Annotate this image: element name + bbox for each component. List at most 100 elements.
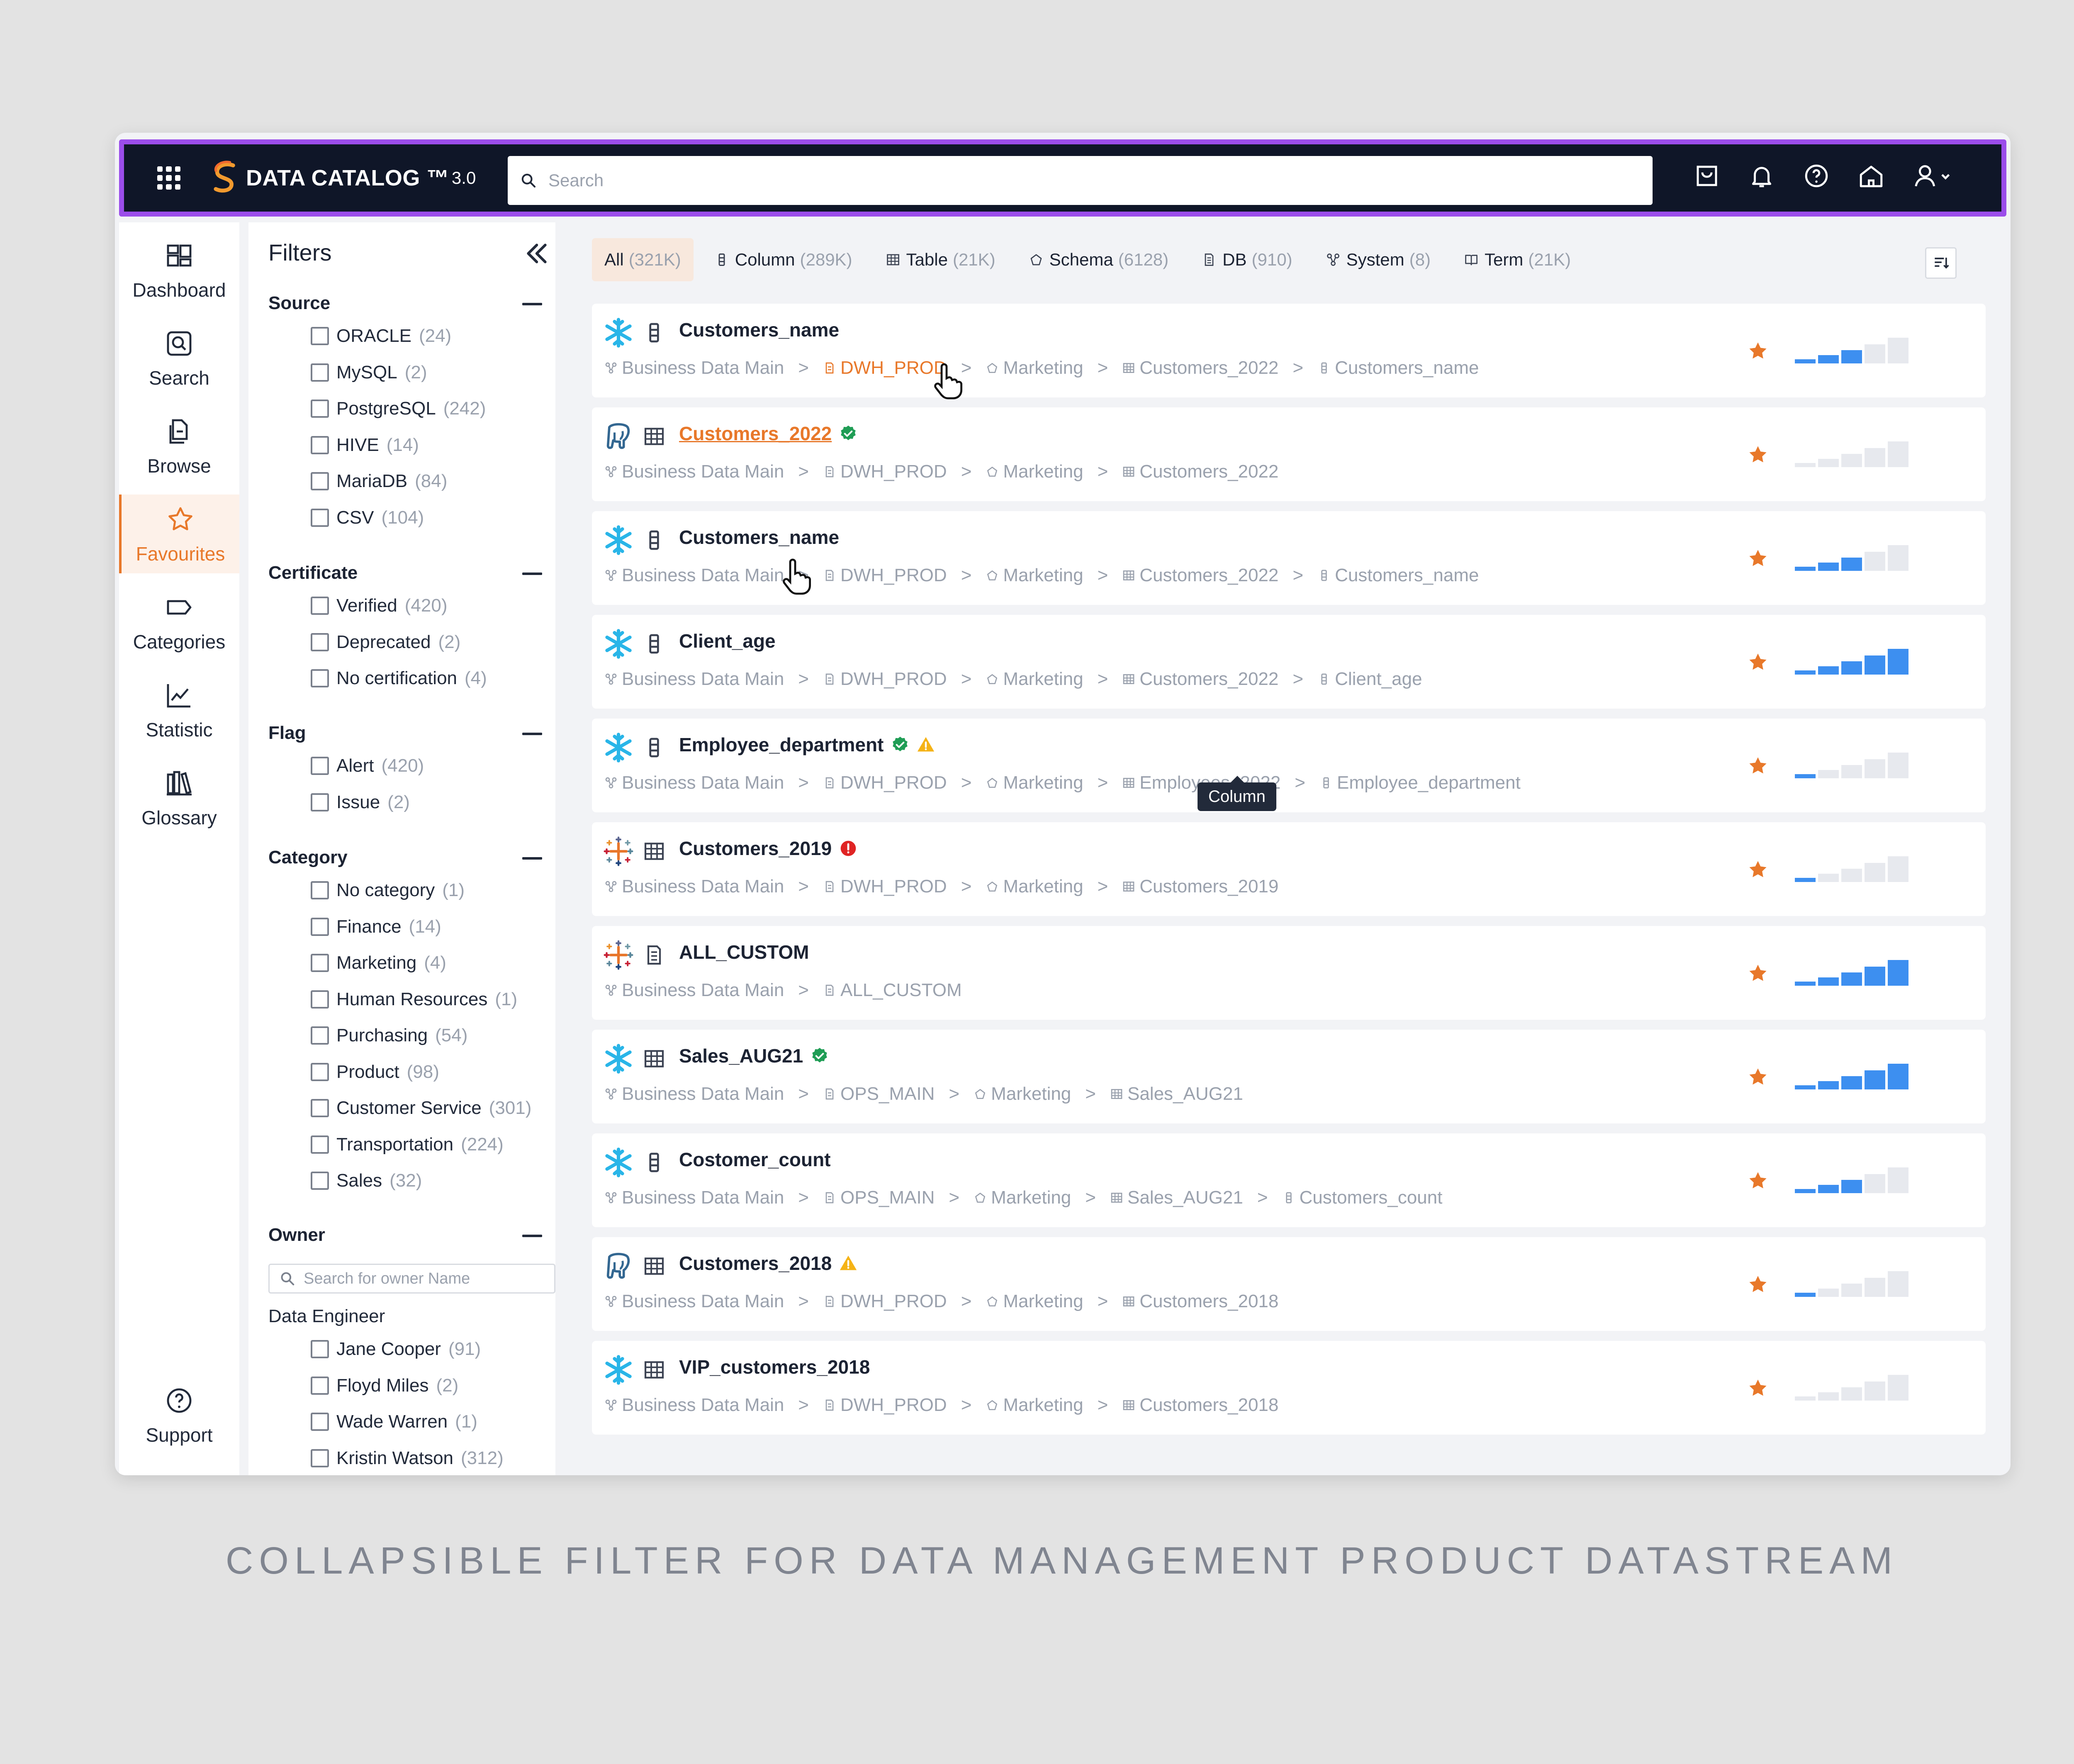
result-name[interactable]: ALL_CUSTOM: [679, 941, 809, 963]
breadcrumb-item[interactable]: Marketing: [986, 772, 1083, 793]
breadcrumb-item[interactable]: Customers_2022: [1122, 565, 1278, 586]
owner-option[interactable]: Wade Warren (1): [311, 1409, 477, 1434]
result-card[interactable]: Customers_2019 Business Data Main > DWH_PRO…: [592, 822, 1986, 916]
breadcrumb-item[interactable]: Customers_2022: [1122, 669, 1278, 690]
checkbox[interactable]: [311, 400, 329, 418]
checkbox[interactable]: [311, 793, 329, 811]
result-card[interactable]: Costomer_count Business Data Main > OPS_MAI…: [592, 1133, 1986, 1227]
nav-item-statistic[interactable]: Statistic: [119, 670, 239, 749]
result-card[interactable]: Sales_AUG21 Business Data Main > OPS_MAIN > M…: [592, 1030, 1986, 1123]
breadcrumb-item[interactable]: Marketing: [986, 461, 1083, 482]
result-card[interactable]: Client_age Business Data Main > DWH_PROD > Ma…: [592, 615, 1986, 709]
breadcrumb-item[interactable]: Client_age: [1317, 669, 1422, 690]
owner-option[interactable]: Kristin Watson (312): [311, 1446, 504, 1471]
brand[interactable]: DATA CATALOG ™ 3.0: [209, 161, 476, 195]
breadcrumb-item[interactable]: Business Data Main: [604, 1187, 784, 1208]
source-option[interactable]: CSV (104): [311, 505, 424, 530]
checkbox[interactable]: [311, 472, 329, 490]
checkbox[interactable]: [311, 327, 329, 345]
result-name[interactable]: VIP_customers_2018: [679, 1356, 870, 1378]
breadcrumb-item[interactable]: Customers_2018: [1122, 1395, 1278, 1416]
breadcrumb-item[interactable]: Business Data Main: [604, 669, 784, 690]
checkbox[interactable]: [311, 1062, 329, 1081]
breadcrumb-item[interactable]: Business Data Main: [604, 461, 784, 482]
breadcrumb-item[interactable]: Business Data Main: [604, 565, 784, 586]
checkbox[interactable]: [311, 508, 329, 527]
nav-item-favourites[interactable]: Favourites: [119, 495, 239, 573]
result-name[interactable]: Costomer_count: [679, 1148, 830, 1171]
result-card[interactable]: Customers_name Business Data Main > DWH_PRO…: [592, 304, 1986, 397]
checkbox[interactable]: [311, 917, 329, 936]
result-card[interactable]: Employee_department Business Data Main > DW…: [592, 719, 1986, 812]
tab-db[interactable]: DB (910): [1189, 238, 1305, 281]
nav-item-dashboard[interactable]: Dashboard: [119, 231, 239, 309]
nav-item-search[interactable]: Search: [119, 319, 239, 397]
breadcrumb-item[interactable]: Marketing: [986, 669, 1083, 690]
source-option[interactable]: MariaDB (84): [311, 469, 447, 494]
source-option[interactable]: ORACLE (24): [311, 324, 451, 348]
category-option[interactable]: Human Resources (1): [311, 987, 517, 1012]
result-name[interactable]: Client_age: [679, 630, 776, 652]
result-card[interactable]: ALL_CUSTOM Business Data Main > ALL_CUSTOM: [592, 926, 1986, 1020]
breadcrumb-item[interactable]: OPS_MAIN: [823, 1187, 935, 1208]
filter-section-category[interactable]: Category: [268, 847, 348, 867]
tab-table[interactable]: Table (21K): [873, 238, 1008, 281]
source-option[interactable]: MySQL (2): [311, 360, 427, 385]
breadcrumb-item[interactable]: Marketing: [986, 1395, 1083, 1416]
nav-item-categories[interactable]: Categories: [119, 582, 239, 661]
checkbox[interactable]: [311, 1340, 329, 1358]
breadcrumb-item[interactable]: Business Data Main: [604, 980, 784, 1001]
collapse-minus-icon[interactable]: [522, 857, 542, 860]
result-name[interactable]: Customers_2019: [679, 837, 857, 860]
favourite-star-icon[interactable]: [1747, 755, 1769, 777]
breadcrumb-item[interactable]: Customers_2022: [1122, 461, 1278, 482]
breadcrumb-item[interactable]: Business Data Main: [604, 1084, 784, 1104]
category-option[interactable]: Finance (14): [311, 914, 441, 939]
nav-item-support[interactable]: Support: [119, 1376, 239, 1455]
favourite-star-icon[interactable]: [1747, 962, 1769, 984]
breadcrumb-item[interactable]: DWH_PROD: [823, 565, 947, 586]
category-option[interactable]: Customer Service (301): [311, 1096, 531, 1121]
breadcrumb-item[interactable]: Business Data Main: [604, 772, 784, 793]
checkbox[interactable]: [311, 1376, 329, 1395]
checkbox[interactable]: [311, 633, 329, 651]
tab-system[interactable]: System (8): [1313, 238, 1443, 281]
breadcrumb-item[interactable]: DWH_PROD: [823, 1291, 947, 1312]
breadcrumb-item[interactable]: Sales_AUG21: [1110, 1187, 1243, 1208]
bell-icon[interactable]: [1746, 160, 1777, 192]
certificate-option[interactable]: Deprecated (2): [311, 630, 460, 655]
breadcrumb-item[interactable]: Marketing: [986, 876, 1083, 897]
breadcrumb-item[interactable]: DWH_PROD: [823, 772, 947, 793]
favourite-star-icon[interactable]: [1747, 1170, 1769, 1191]
favourite-star-icon[interactable]: [1747, 1066, 1769, 1088]
favourite-star-icon[interactable]: [1747, 859, 1769, 880]
help-icon[interactable]: [1801, 160, 1832, 192]
bag-icon[interactable]: [1691, 160, 1723, 192]
global-search[interactable]: [508, 156, 1653, 205]
apps-grid-icon[interactable]: [157, 166, 180, 190]
breadcrumb-item[interactable]: Business Data Main: [604, 358, 784, 378]
breadcrumb-item[interactable]: DWH_PROD: [823, 1395, 947, 1416]
result-name[interactable]: Customers_name: [679, 526, 839, 548]
collapse-double-chevron-icon[interactable]: [522, 239, 551, 268]
sort-button[interactable]: [1925, 247, 1957, 279]
result-card[interactable]: VIP_customers_2018 Business Data Main > DWH…: [592, 1341, 1986, 1435]
owner-option[interactable]: Jane Cooper (91): [311, 1337, 481, 1362]
filter-section-source[interactable]: Source: [268, 293, 331, 313]
checkbox[interactable]: [311, 990, 329, 1009]
category-option[interactable]: Sales (32): [311, 1168, 422, 1193]
source-option[interactable]: PostgreSQL (242): [311, 396, 486, 421]
certificate-option[interactable]: Verified (420): [311, 593, 447, 618]
tab-column[interactable]: Column (289K): [702, 238, 865, 281]
breadcrumb-item[interactable]: DWH_PROD: [823, 876, 947, 897]
collapse-minus-icon[interactable]: [522, 573, 542, 575]
checkbox[interactable]: [311, 954, 329, 972]
breadcrumb-item[interactable]: OPS_MAIN: [823, 1084, 935, 1104]
breadcrumb-item[interactable]: Sales_AUG21: [1110, 1084, 1243, 1104]
filter-section-certificate[interactable]: Certificate: [268, 563, 358, 583]
breadcrumb-item[interactable]: Business Data Main: [604, 1395, 784, 1416]
checkbox[interactable]: [311, 1026, 329, 1045]
breadcrumb-item[interactable]: Customers_2022: [1122, 358, 1278, 378]
category-option[interactable]: Product (98): [311, 1060, 439, 1084]
collapse-minus-icon[interactable]: [522, 1235, 542, 1237]
